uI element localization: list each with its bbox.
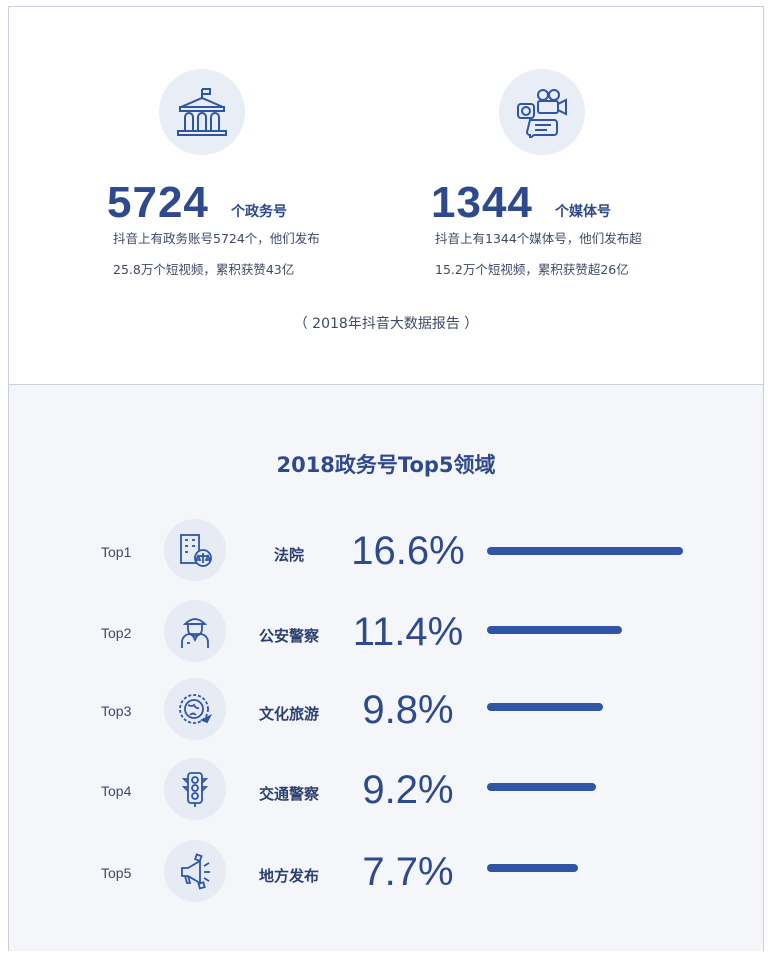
government-account-desc: 抖音上有政务账号5724个，他们发布 25.8万个短视频，累积获赞43亿 [113, 223, 320, 285]
data-label: 9.2% [362, 768, 454, 812]
rank-label: Top2 [101, 625, 132, 641]
rank-label: Top1 [101, 544, 132, 560]
source-note: （ 2018年抖音大数据报告 ） [293, 316, 479, 332]
bar-police [487, 626, 622, 634]
media-account-count: 1344 [431, 178, 533, 227]
media-account-desc: 抖音上有1344个媒体号，他们发布超 15.2万个短视频，累积获赞超26亿 [435, 223, 642, 285]
infographic-frame: 5724 个政务号 抖音上有政务账号5724个，他们发布 25.8万个短视频，累… [8, 6, 764, 951]
bar-traffic [487, 783, 596, 791]
field-label: 法院 [273, 546, 304, 564]
desc-line: 抖音上有1344个媒体号，他们发布超 [435, 231, 642, 246]
bar-tourism [487, 703, 603, 711]
government-building-icon [159, 69, 245, 155]
field-label: 文化旅游 [258, 705, 319, 723]
government-account-count: 5724 [107, 178, 209, 227]
chart-title: 2018政务号Top5领域 [276, 453, 496, 477]
court-building-icon [164, 519, 226, 581]
data-label: 16.6% [351, 529, 465, 573]
globe-travel-icon [164, 678, 226, 740]
top5-section: 2018政务号Top5领域 Top1 法院 16.6% Top2 [9, 384, 763, 951]
bar-court [487, 547, 683, 555]
media-camera-icon [499, 69, 585, 155]
rank-label: Top4 [101, 783, 132, 799]
field-label: 交通警察 [258, 785, 319, 803]
desc-line: 25.8万个短视频，累积获赞43亿 [113, 262, 295, 277]
desc-line: 抖音上有政务账号5724个，他们发布 [113, 231, 320, 246]
data-label: 9.8% [362, 688, 454, 732]
field-label: 公安警察 [258, 627, 319, 645]
traffic-light-icon [164, 758, 226, 820]
rank-label: Top5 [101, 865, 132, 881]
media-account-unit: 个媒体号 [555, 204, 611, 220]
megaphone-icon [164, 840, 226, 902]
police-officer-icon [164, 600, 226, 662]
rank-label: Top3 [101, 703, 132, 719]
stats-section: 5724 个政务号 抖音上有政务账号5724个，他们发布 25.8万个短视频，累… [9, 7, 763, 383]
government-account-unit: 个政务号 [231, 204, 287, 220]
data-label: 11.4% [352, 610, 464, 654]
data-label: 7.7% [362, 850, 454, 894]
bar-local-release [487, 864, 578, 872]
desc-line: 15.2万个短视频，累积获赞超26亿 [435, 262, 629, 277]
field-label: 地方发布 [258, 867, 319, 885]
